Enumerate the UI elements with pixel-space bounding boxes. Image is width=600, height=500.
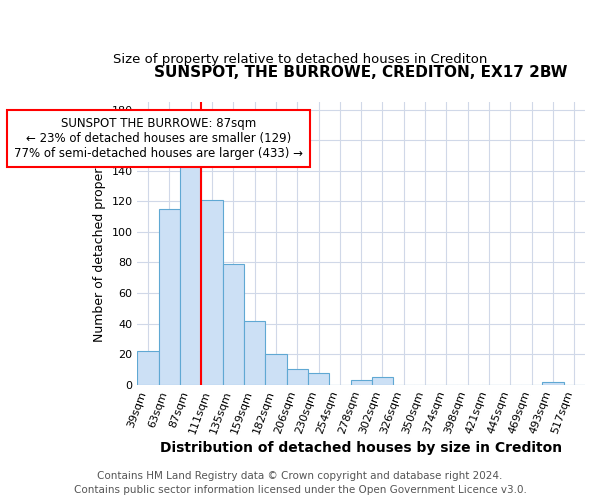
Bar (158, 209, 180, 385)
Bar (265, 354, 287, 385)
Bar (350, 380, 372, 385)
Text: SUNSPOT THE BURROWE: 87sqm
← 23% of detached houses are smaller (129)
77% of sem: SUNSPOT THE BURROWE: 87sqm ← 23% of deta… (14, 118, 303, 160)
Bar (542, 382, 563, 385)
Bar (287, 370, 308, 385)
Text: Contains HM Land Registry data © Crown copyright and database right 2024.
Contai: Contains HM Land Registry data © Crown c… (74, 471, 526, 495)
X-axis label: Distribution of detached houses by size in Crediton: Distribution of detached houses by size … (160, 441, 562, 455)
Text: Size of property relative to detached houses in Crediton: Size of property relative to detached ho… (113, 52, 487, 66)
Bar (223, 264, 244, 385)
Title: SUNSPOT, THE BURROWE, CREDITON, EX17 2BW: SUNSPOT, THE BURROWE, CREDITON, EX17 2BW (154, 65, 568, 80)
Y-axis label: Number of detached properties: Number of detached properties (93, 145, 106, 342)
Bar (244, 320, 265, 385)
Bar (308, 372, 329, 385)
Bar (202, 200, 223, 385)
Bar (372, 377, 393, 385)
Bar (180, 158, 202, 385)
Bar (137, 351, 158, 385)
